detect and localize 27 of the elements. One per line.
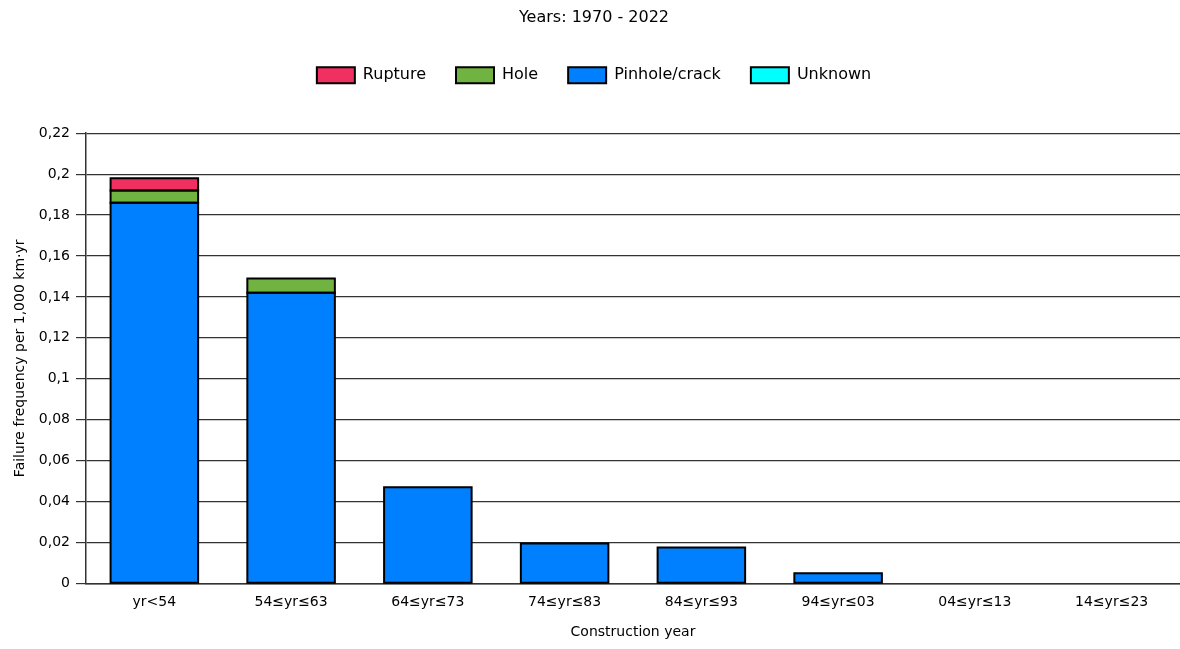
- legend-label: Hole: [502, 64, 539, 84]
- legend-label: Rupture: [362, 64, 427, 84]
- x-tick-label: 84≤yr≤93: [664, 593, 738, 610]
- y-tick-label: 0,02: [38, 533, 70, 550]
- x-tick-label: 64≤yr≤73: [391, 593, 465, 610]
- x-tick-label: 14≤yr≤23: [1075, 593, 1149, 610]
- legend-label: Unknown: [796, 64, 872, 84]
- x-tick-label: 04≤yr≤13: [938, 593, 1012, 610]
- x-tick-label: yr<54: [132, 593, 177, 610]
- y-tick-label: 0: [61, 574, 70, 591]
- y-tick-label: 0,08: [38, 410, 70, 427]
- y-tick-label: 0,1: [47, 369, 70, 386]
- legend-label: Pinhole/crack: [614, 64, 722, 84]
- y-tick-label: 0,16: [38, 246, 71, 263]
- x-axis-title: Construction year: [570, 623, 696, 640]
- y-tick-label: 0,22: [38, 123, 70, 140]
- y-tick-label: 0,12: [38, 328, 70, 345]
- y-tick-label: 0,14: [38, 287, 71, 304]
- x-tick-label: 94≤yr≤03: [801, 593, 875, 610]
- x-tick-label: 74≤yr≤83: [528, 593, 602, 610]
- x-tick-label: 54≤yr≤63: [254, 593, 328, 610]
- y-tick-label: 0,18: [38, 205, 70, 222]
- y-tick-label: 0,06: [38, 451, 71, 468]
- y-axis-title: Failure frequency per 1,000 km·yr: [11, 239, 28, 478]
- y-tick-label: 0,04: [38, 492, 71, 509]
- y-tick-label: 0,2: [47, 164, 70, 181]
- chart-title: Years: 1970 - 2022: [517, 6, 670, 26]
